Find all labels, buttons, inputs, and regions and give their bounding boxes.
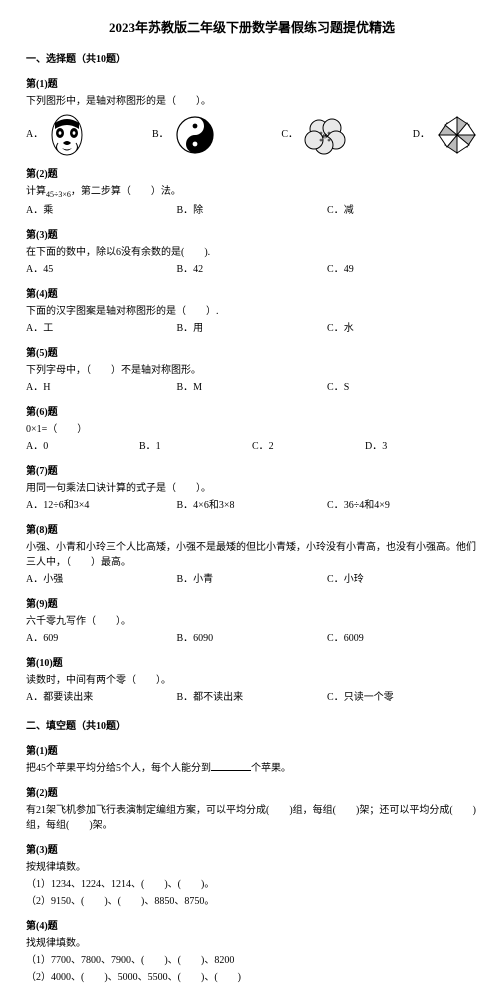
q1-opt-d: D．	[413, 114, 478, 156]
q5-opt-a: A．H	[26, 380, 177, 395]
q2-text: 计算45÷3×6，第二步算（ ）法。	[26, 184, 478, 201]
q5-opt-b: B．M	[177, 380, 328, 395]
q2-opt-c: C．减	[327, 203, 478, 218]
q4-options: A．工 B．用 C．水	[26, 321, 478, 336]
f4-text: 找规律填数。	[26, 936, 478, 951]
q1-label-b: B．	[152, 127, 169, 142]
q2-opt-a: A．乘	[26, 203, 177, 218]
q1-label-a: A．	[26, 127, 43, 142]
f1-text-a: 把45个苹果平均分给5个人，每个人能分到	[26, 763, 211, 774]
blank	[211, 761, 251, 771]
f2-head: 第(2)题	[26, 786, 478, 801]
q6-options: A．0 B．1 C．2 D．3	[26, 439, 478, 454]
q7-opt-a: A．12÷6和3×4	[26, 498, 177, 513]
f3-line2: （2）9150、( )、( )、8850、8750。	[26, 894, 478, 909]
q6-opt-a: A．0	[26, 439, 139, 454]
section-1-head: 一、选择题（共10题）	[26, 52, 478, 67]
q7-options: A．12÷6和3×4 B．4×6和3×8 C．36÷4和4×9	[26, 498, 478, 513]
q7-head: 第(7)题	[26, 464, 478, 479]
f1-head: 第(1)题	[26, 744, 478, 759]
q8-options: A．小强 B．小青 C．小玲	[26, 572, 478, 587]
q5-opt-c: C．S	[327, 380, 478, 395]
q1-label-d: D．	[413, 127, 430, 142]
q10-options: A．都要读出来 B．都不读出来 C．只读一个零	[26, 690, 478, 705]
q9-opt-c: C．6009	[327, 631, 478, 646]
q2-text-a: 计算	[26, 186, 46, 197]
q4-opt-b: B．用	[177, 321, 328, 336]
q5-options: A．H B．M C．S	[26, 380, 478, 395]
q6-opt-b: B．1	[139, 439, 252, 454]
q9-opt-a: A．609	[26, 631, 177, 646]
q1-opt-a: A．	[26, 113, 85, 157]
q6-text: 0×1=（ ）	[26, 422, 478, 437]
q3-opt-a: A．45	[26, 262, 177, 277]
q8-opt-b: B．小青	[177, 572, 328, 587]
q10-head: 第(10)题	[26, 656, 478, 671]
q2-options: A．乘 B．除 C．减	[26, 203, 478, 218]
q10-opt-a: A．都要读出来	[26, 690, 177, 705]
flower-icon	[304, 115, 346, 155]
q9-opt-b: B．6090	[177, 631, 328, 646]
q8-opt-a: A．小强	[26, 572, 177, 587]
q2-opt-b: B．除	[177, 203, 328, 218]
q2-head: 第(2)题	[26, 167, 478, 182]
q3-head: 第(3)题	[26, 228, 478, 243]
section-2-head: 二、填空题（共10题）	[26, 719, 478, 734]
q1-head: 第(1)题	[26, 77, 478, 92]
q9-head: 第(9)题	[26, 597, 478, 612]
q6-opt-c: C．2	[252, 439, 365, 454]
q1-options: A． B．	[26, 113, 478, 157]
q9-options: A．609 B．6090 C．6009	[26, 631, 478, 646]
q4-head: 第(4)题	[26, 287, 478, 302]
q4-opt-c: C．水	[327, 321, 478, 336]
q10-opt-c: C．只读一个零	[327, 690, 478, 705]
f4-line1: （1）7700、7800、7900、( )、( )、8200	[26, 953, 478, 968]
q6-opt-d: D．3	[365, 439, 478, 454]
yinyang-icon	[175, 115, 215, 155]
q3-opt-b: B．42	[177, 262, 328, 277]
f3-line1: （1）1234、1224、1214、( )、( )。	[26, 877, 478, 892]
q4-text: 下面的汉字图案是轴对称图形的是（ ）.	[26, 304, 478, 319]
q1-label-c: C．	[281, 127, 298, 142]
f4-line2: （2）4000、( )、5000、5500、( )、( )	[26, 970, 478, 985]
q3-options: A．45 B．42 C．49	[26, 262, 478, 277]
f1-text-b: 个苹果。	[251, 763, 291, 774]
f4-head: 第(4)题	[26, 919, 478, 934]
f2-text: 有21架飞机参加飞行表演制定编组方案，可以平均分成( )组，每组( )架；还可以…	[26, 803, 478, 833]
q8-head: 第(8)题	[26, 523, 478, 538]
q8-opt-c: C．小玲	[327, 572, 478, 587]
q4-opt-a: A．工	[26, 321, 177, 336]
q7-opt-b: B．4×6和3×8	[177, 498, 328, 513]
q2-text-b: ，第二步算（ ）法。	[71, 186, 181, 197]
q1-opt-b: B．	[152, 115, 215, 155]
f1-text: 把45个苹果平均分给5个人，每个人能分到 个苹果。	[26, 761, 478, 776]
opera-mask-icon	[49, 113, 85, 157]
q10-opt-b: B．都不读出来	[177, 690, 328, 705]
pinwheel-icon	[436, 114, 478, 156]
q3-text: 在下面的数中，除以6没有余数的是( ).	[26, 245, 478, 260]
q5-head: 第(5)题	[26, 346, 478, 361]
f3-text: 按规律填数。	[26, 860, 478, 875]
q1-opt-c: C．	[281, 115, 346, 155]
q8-text: 小强、小青和小玲三个人比高矮，小强不是最矮的但比小青矮，小玲没有小青高，也没有小…	[26, 540, 478, 570]
q1-text: 下列图形中，是轴对称图形的是（ ）。	[26, 94, 478, 109]
page-title: 2023年苏教版二年级下册数学暑假练习题提优精选	[26, 18, 478, 38]
q7-opt-c: C．36÷4和4×9	[327, 498, 478, 513]
q7-text: 用同一句乘法口诀计算的式子是（ ）。	[26, 481, 478, 496]
f3-head: 第(3)题	[26, 843, 478, 858]
q10-text: 读数时，中间有两个零（ ）。	[26, 673, 478, 688]
q2-expr: 45÷3×6	[46, 190, 71, 199]
q6-head: 第(6)题	[26, 405, 478, 420]
q3-opt-c: C．49	[327, 262, 478, 277]
q9-text: 六千零九写作（ ）。	[26, 614, 478, 629]
q5-text: 下列字母中，（ ）不是轴对称图形。	[26, 363, 478, 378]
